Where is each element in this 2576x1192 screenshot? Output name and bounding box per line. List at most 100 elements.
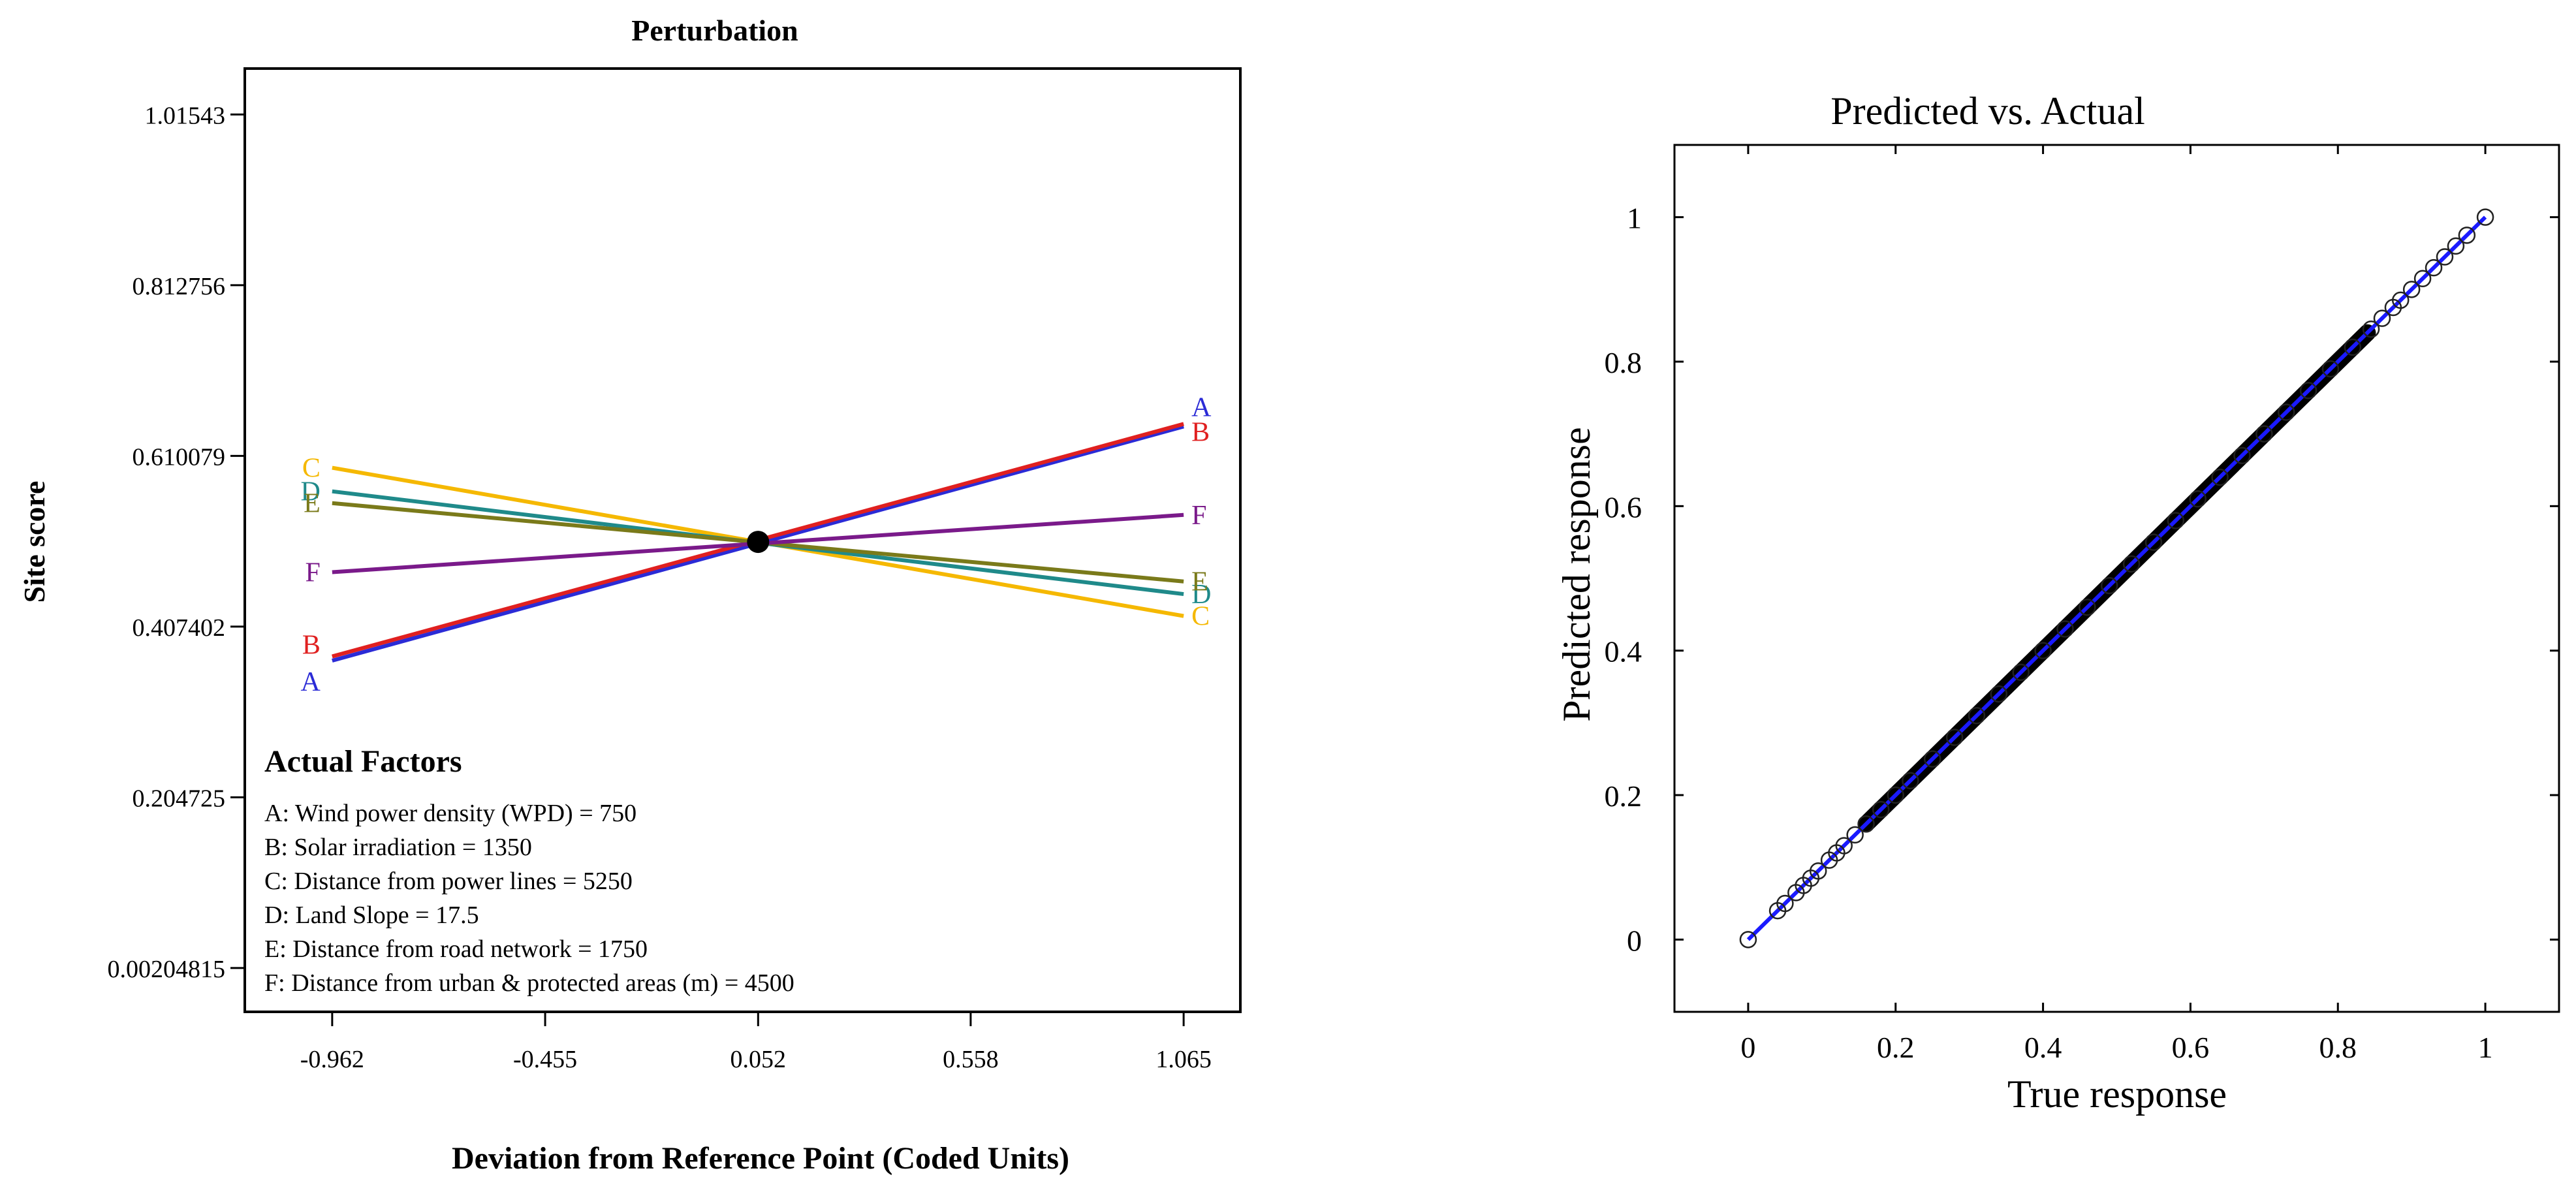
factor-e-line: E: Distance from road network = 1750 (264, 935, 648, 963)
y-tick-label: 0.407402 (133, 614, 226, 642)
series-label-right-e: E (1191, 567, 1208, 597)
series-label-right-f: F (1191, 501, 1206, 531)
data-point (1872, 800, 1890, 819)
data-point (2211, 468, 2229, 486)
data-point (1968, 707, 1986, 725)
data-point (2458, 227, 2476, 244)
data-point (1776, 894, 1794, 913)
factor-d-line: D: Land Slope = 17.5 (264, 902, 479, 929)
pva-x-label: True response (2007, 1073, 2227, 1116)
data-point (1857, 815, 1875, 833)
x-tick-label: 1 (2478, 1031, 2493, 1064)
series-label-right-c: C (1191, 602, 1210, 632)
actual-factors-heading: Actual Factors (264, 744, 462, 779)
factor-b-line: B: Solar irradiation = 1350 (264, 834, 532, 861)
series-label-left-c: C (302, 454, 321, 484)
y-tick-label: 1.01543 (145, 102, 226, 129)
series-label-left-b: B (302, 631, 321, 661)
data-point (2344, 338, 2362, 356)
data-point (2402, 281, 2421, 298)
y-tick-label: 0.204725 (133, 785, 226, 812)
data-point (2255, 425, 2273, 443)
x-tick-label: 0.8 (2319, 1031, 2357, 1064)
data-point (2425, 259, 2443, 277)
pva-x-axis: 0 0.2 0.4 0.6 0.8 1 (1740, 145, 2493, 1064)
series-label-right-b: B (1191, 417, 1210, 447)
factor-f-line: F: Distance from urban & protected areas… (264, 969, 794, 997)
data-point (2476, 208, 2494, 226)
predicted-vs-actual-chart: Predicted vs. Actual 0 0.2 0.4 0.6 0.8 1 0 0.2… (1555, 89, 2560, 1116)
factor-a-line: A: Wind power density (WPD) = 750 (264, 800, 636, 827)
perturbation-plot-frame (243, 67, 1242, 1013)
data-point (2167, 512, 2185, 529)
x-tick-label: -0.962 (300, 1046, 364, 1073)
pva-title: Predicted vs. Actual (1830, 89, 2145, 133)
pva-plot-area (1739, 208, 2494, 949)
y-tick-label: 1 (1627, 202, 1642, 235)
actual-factors-annotation: Actual Factors A: Wind power density (WP… (264, 744, 794, 997)
data-point (1990, 685, 2008, 703)
data-point (2079, 599, 2096, 616)
pva-y-label: Predicted response (1555, 427, 1598, 722)
pva-plot-frame (1673, 144, 2560, 1013)
data-point (1887, 786, 1904, 804)
x-tick-label: 0.6 (2172, 1031, 2210, 1064)
series-label-left-a: A (300, 667, 321, 697)
x-tick-label: 0.052 (730, 1046, 787, 1073)
y-tick-label: 0 (1627, 924, 1642, 957)
data-point (2056, 620, 2074, 638)
x-tick-label: 0.558 (943, 1046, 999, 1073)
data-point (1902, 772, 1919, 790)
series-label-right-d: D (1191, 580, 1211, 610)
series-label-left-e: E (304, 489, 321, 519)
x-tick-label: 0 (1740, 1031, 1755, 1064)
series-label-left-f: F (305, 558, 320, 588)
x-tick-label: 0.4 (2024, 1031, 2062, 1064)
data-point (1835, 837, 1853, 855)
reference-point-marker (747, 531, 770, 554)
perturbation-y-label: Site score (18, 481, 51, 603)
y-tick-label: 0.6 (1605, 490, 1642, 524)
data-point (1945, 729, 1964, 746)
fit-line (1746, 215, 2487, 941)
data-point (2362, 320, 2380, 338)
series-label-right-a: A (1191, 392, 1212, 422)
x-tick-label: 0.2 (1877, 1031, 1915, 1064)
data-point (2373, 309, 2391, 327)
data-point (2413, 270, 2432, 287)
data-point (1923, 750, 1941, 768)
perturbation-y-axis: 0.00204815 0.204725 0.407402 0.610079 0.8127… (108, 102, 245, 983)
y-tick-label: 0.610079 (133, 443, 226, 471)
y-tick-label: 0.2 (1605, 779, 1642, 813)
perturbation-x-label: Deviation from Reference Point (Coded Un… (452, 1141, 1069, 1176)
data-point (2012, 663, 2030, 682)
data-point (2321, 360, 2340, 378)
data-point (2391, 291, 2410, 309)
perturbation-x-axis: -0.962 -0.455 0.052 0.558 1.065 (300, 1012, 1212, 1073)
data-point (1809, 862, 1827, 880)
data-point (2436, 248, 2454, 266)
data-point (2233, 447, 2251, 465)
data-point (2144, 533, 2163, 551)
factor-c-line: C: Distance from power lines = 5250 (264, 868, 633, 895)
y-tick-label: 0.812756 (133, 273, 226, 300)
y-tick-label: 0.4 (1605, 635, 1642, 668)
data-point (2100, 576, 2118, 595)
data-point (2122, 555, 2141, 573)
x-tick-label: -0.455 (513, 1046, 577, 1073)
data-point (2277, 403, 2295, 421)
perturbation-chart: Perturbation 0.002048150.2047250.4074020… (18, 14, 1242, 1176)
data-point (1739, 931, 1757, 949)
pva-y-axis: 0 0.2 0.4 0.6 0.8 1 (1605, 202, 2559, 957)
data-point (2034, 642, 2052, 659)
data-point (2189, 490, 2207, 508)
series-label-left-d: D (300, 477, 320, 507)
data-point (2299, 382, 2317, 400)
data-point (1846, 826, 1864, 844)
y-tick-label: 0.00204815 (108, 956, 226, 983)
x-tick-label: 1.065 (1155, 1046, 1212, 1073)
y-tick-label: 0.8 (1605, 346, 1642, 379)
perturbation-title: Perturbation (631, 14, 798, 47)
data-point (2447, 237, 2465, 255)
